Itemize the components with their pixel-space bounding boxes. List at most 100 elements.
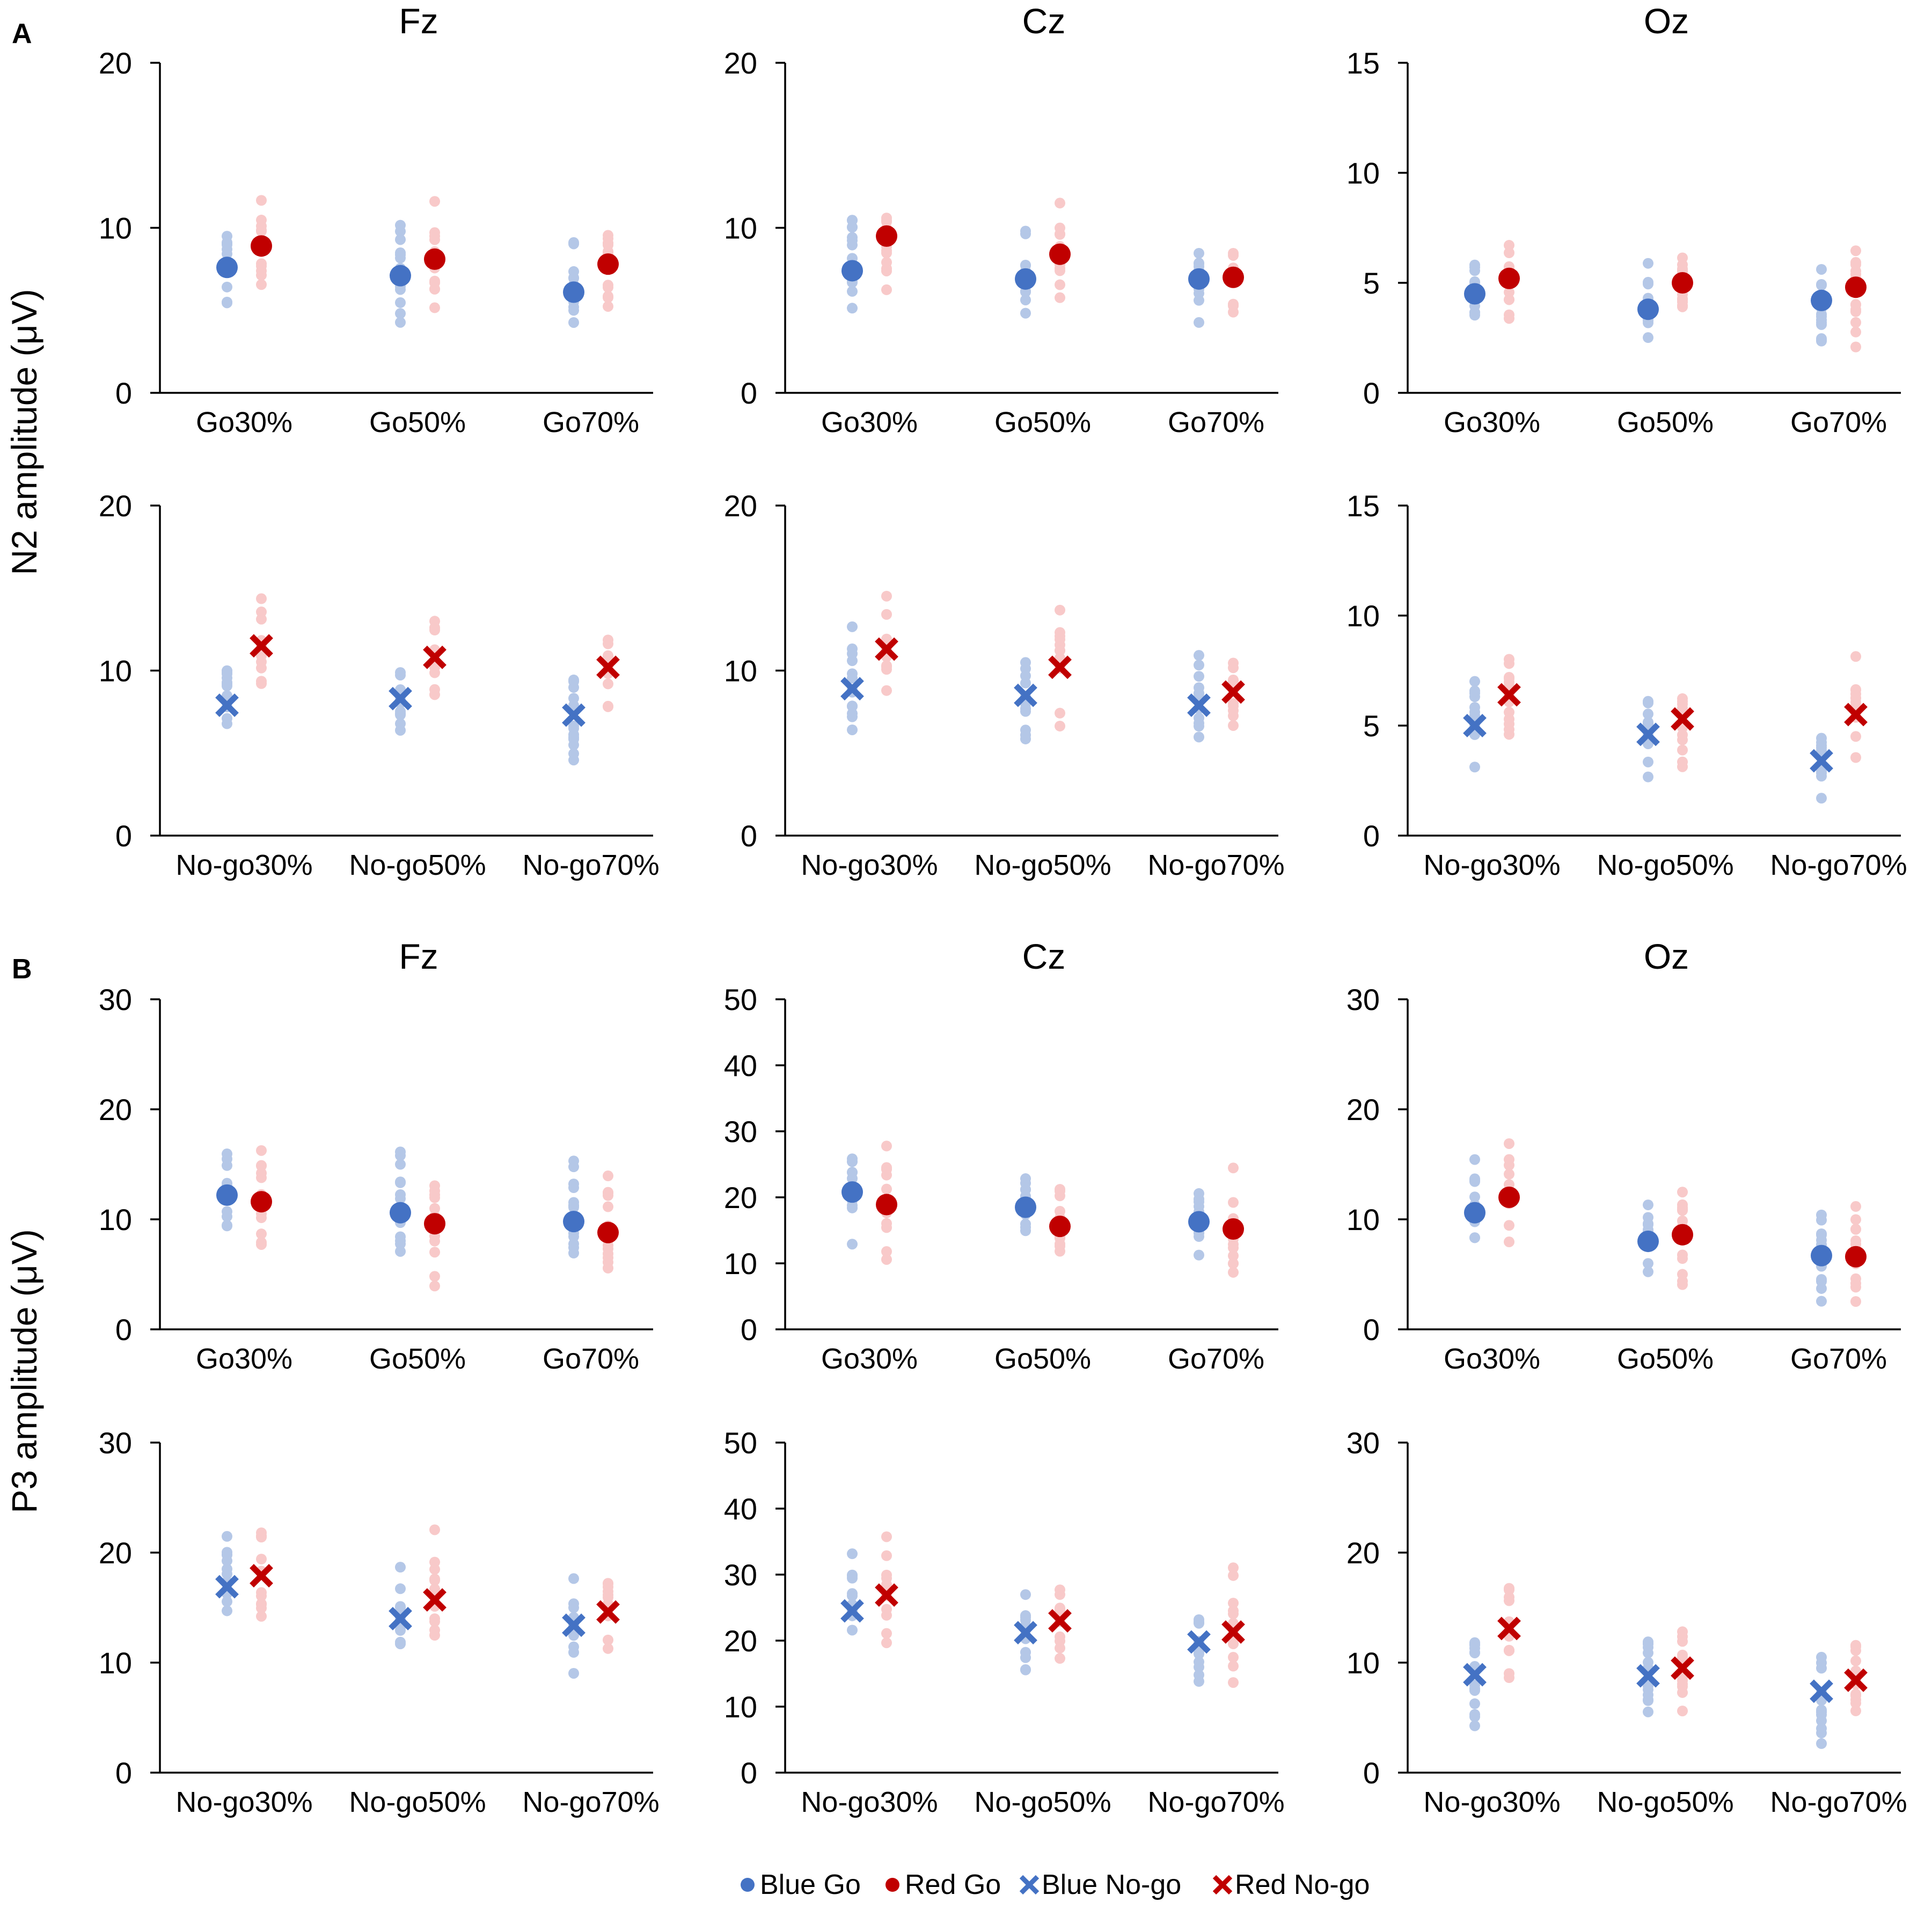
individual-point: [395, 718, 406, 729]
individual-point: [1643, 1706, 1653, 1717]
mean-point: [390, 1202, 411, 1224]
y-tick-label: 20: [1346, 1093, 1380, 1126]
individual-point: [1020, 1612, 1031, 1623]
individual-point: [1194, 731, 1204, 743]
category-label: No-go30%: [175, 1786, 312, 1818]
individual-point: [1194, 1249, 1204, 1261]
mean-point: [1048, 1609, 1072, 1633]
individual-point: [1816, 1738, 1827, 1749]
individual-point: [429, 1271, 440, 1282]
y-tick-label: 30: [724, 1115, 757, 1148]
individual-point: [1469, 1685, 1480, 1696]
y-tick-label: 0: [741, 1756, 757, 1790]
individual-point: [1055, 1635, 1065, 1647]
individual-point: [1816, 1728, 1827, 1739]
category-label: Go30%: [1444, 406, 1540, 438]
chart-10: 0 10 20 30 No-go30% No-go50% No-go70%: [99, 1426, 660, 1818]
individual-point: [1020, 260, 1031, 271]
individual-point: [395, 226, 406, 237]
individual-point: [847, 1588, 858, 1599]
individual-point: [1850, 731, 1861, 742]
individual-point: [1643, 756, 1653, 767]
y-tick-label: 10: [1346, 1203, 1380, 1236]
individual-point: [881, 633, 892, 645]
y-tick-label: 20: [724, 46, 757, 80]
individual-point: [256, 1554, 267, 1565]
chart-7: 0 10 20 30 Fz Go30% Go50% Go70%: [99, 936, 653, 1375]
individual-point: [603, 678, 613, 690]
individual-point: [1194, 317, 1204, 328]
individual-point: [395, 308, 406, 319]
mean-point: [1463, 1663, 1487, 1687]
category-label: Go50%: [994, 1343, 1091, 1375]
individual-point: [881, 284, 892, 295]
individual-point: [1816, 765, 1827, 776]
category-label: Go50%: [369, 1343, 466, 1375]
individual-point: [881, 257, 892, 268]
individual-point: [1850, 245, 1861, 257]
individual-point: [1020, 308, 1031, 319]
individual-point: [1228, 1598, 1239, 1609]
individual-point: [222, 1148, 232, 1160]
category-label: No-go50%: [974, 1786, 1111, 1818]
y-tick-label: 50: [724, 983, 757, 1016]
individual-point: [1055, 631, 1065, 642]
y-tick-label: 20: [724, 1181, 757, 1214]
individual-point: [222, 1531, 232, 1542]
individual-point: [603, 280, 613, 291]
chart-title: Oz: [1644, 1, 1689, 41]
mean-point: [216, 257, 238, 279]
mean-point: [1811, 289, 1832, 311]
y-tick-label: 30: [1346, 1426, 1380, 1460]
individual-point: [395, 1193, 406, 1204]
individual-point: [1677, 729, 1688, 741]
individual-point: [1228, 1605, 1239, 1616]
individual-point: [603, 650, 613, 661]
chart-title: Oz: [1644, 936, 1689, 976]
individual-point: [1020, 1664, 1031, 1675]
individual-point: [847, 643, 858, 655]
individual-point: [603, 1578, 613, 1589]
category-label: Go70%: [1790, 406, 1887, 438]
y-tick-label: 0: [1363, 376, 1380, 410]
individual-point: [222, 248, 232, 260]
individual-point: [847, 1167, 858, 1178]
y-tick-label: 10: [99, 1203, 132, 1236]
chart-3: 0 5 10 15 Oz Go30% Go50% Go70%: [1346, 1, 1901, 438]
individual-point: [1504, 1236, 1514, 1248]
individual-point: [1850, 1214, 1861, 1225]
category-label: No-go70%: [522, 1786, 659, 1818]
individual-point: [1228, 1638, 1239, 1649]
individual-point: [222, 297, 232, 309]
individual-point: [1228, 720, 1239, 731]
individual-point: [1850, 1296, 1861, 1307]
individual-point: [222, 281, 232, 292]
individual-point: [395, 1159, 406, 1170]
y-tick-label: 20: [99, 46, 132, 80]
y-tick-label: 10: [1346, 1646, 1380, 1680]
individual-point: [222, 1211, 232, 1222]
individual-point: [881, 1604, 892, 1615]
mean-point: [1015, 268, 1036, 290]
individual-point: [847, 239, 858, 251]
y-tick-label: 30: [1346, 983, 1380, 1016]
individual-point: [1643, 1266, 1653, 1277]
mean-point: [875, 637, 898, 661]
mean-point: [876, 225, 897, 247]
individual-point: [395, 247, 406, 259]
individual-point: [1816, 1707, 1827, 1718]
mean-point: [1810, 749, 1833, 773]
mean-point: [1497, 1616, 1521, 1641]
individual-point: [1816, 314, 1827, 326]
individual-point: [1504, 729, 1514, 740]
individual-point: [1816, 1715, 1827, 1726]
mean-point: [1810, 1679, 1833, 1703]
individual-point: [395, 708, 406, 720]
individual-point: [1228, 1652, 1239, 1663]
y-tick-label: 10: [724, 654, 757, 688]
individual-point: [568, 305, 579, 316]
y-tick-label: 5: [1363, 266, 1380, 300]
panel-label-b: B: [12, 954, 32, 985]
category-label: Go30%: [1444, 1343, 1540, 1375]
legend-dot-blue-icon: [741, 1878, 755, 1892]
